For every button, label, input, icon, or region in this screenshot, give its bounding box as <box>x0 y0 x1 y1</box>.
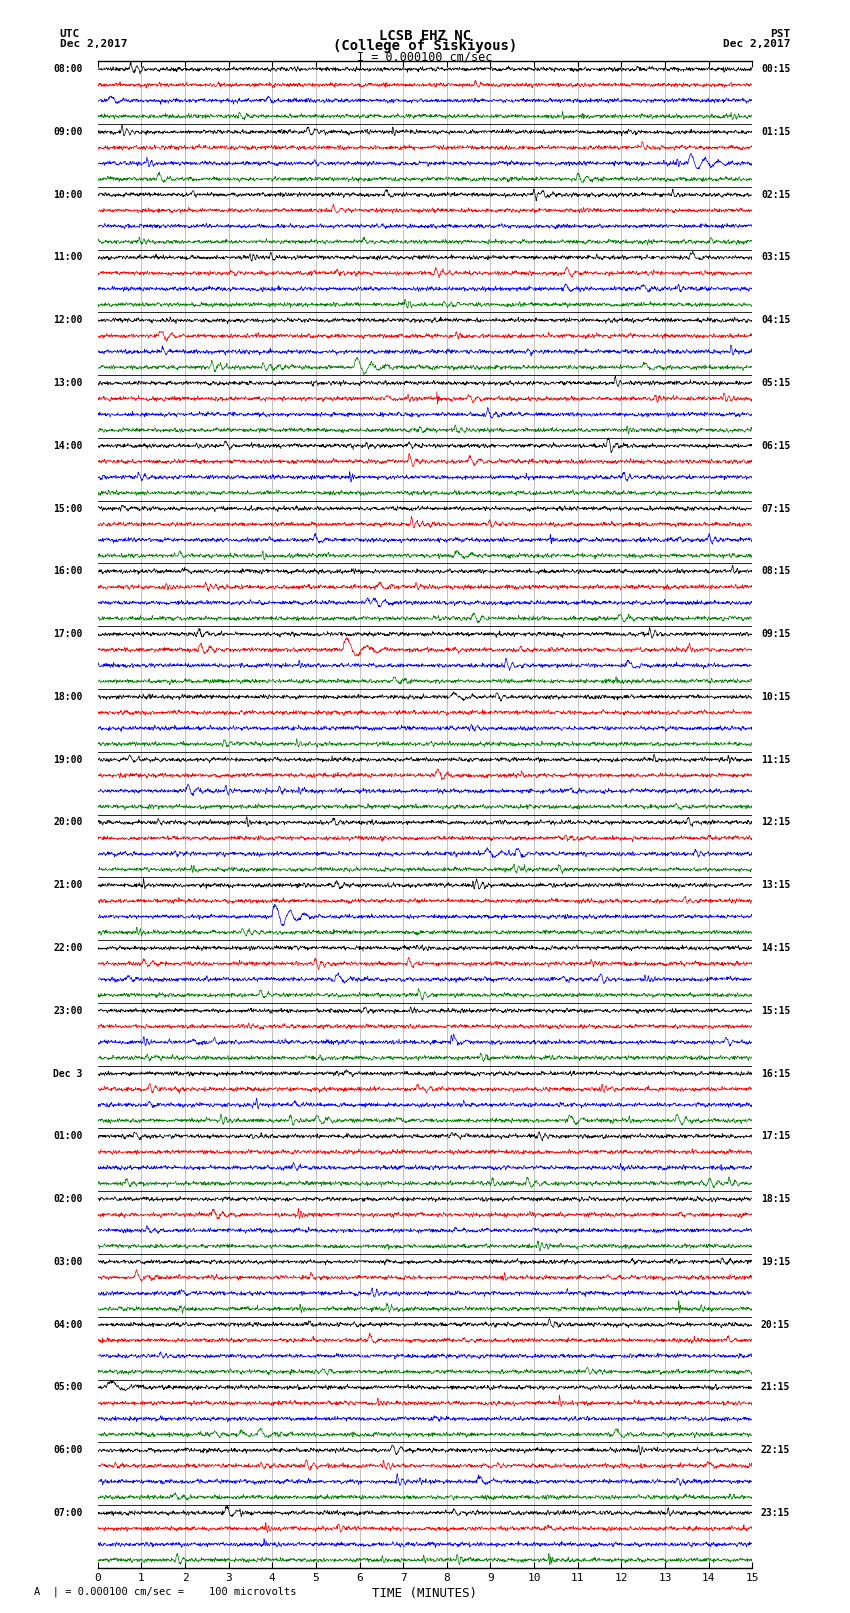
Text: 18:15: 18:15 <box>761 1194 790 1203</box>
Text: 11:15: 11:15 <box>761 755 790 765</box>
Text: 17:15: 17:15 <box>761 1131 790 1142</box>
Text: 05:00: 05:00 <box>53 1382 82 1392</box>
Text: 01:00: 01:00 <box>53 1131 82 1142</box>
Text: 10:15: 10:15 <box>761 692 790 702</box>
Text: Dec 3: Dec 3 <box>53 1068 82 1079</box>
Text: 03:15: 03:15 <box>761 253 790 263</box>
Text: 15:00: 15:00 <box>53 503 82 513</box>
Text: 08:15: 08:15 <box>761 566 790 576</box>
Text: 16:00: 16:00 <box>53 566 82 576</box>
Text: Dec 2,2017: Dec 2,2017 <box>723 39 791 48</box>
Text: (College of Siskiyous): (College of Siskiyous) <box>333 39 517 53</box>
Text: 06:15: 06:15 <box>761 440 790 450</box>
Text: PST: PST <box>770 29 790 39</box>
Text: 12:00: 12:00 <box>53 315 82 326</box>
Text: Dec 2,2017: Dec 2,2017 <box>60 39 127 48</box>
Text: UTC: UTC <box>60 29 80 39</box>
Text: 22:00: 22:00 <box>53 944 82 953</box>
Text: 13:15: 13:15 <box>761 881 790 890</box>
Text: 12:15: 12:15 <box>761 818 790 827</box>
Text: 01:15: 01:15 <box>761 127 790 137</box>
X-axis label: TIME (MINUTES): TIME (MINUTES) <box>372 1587 478 1600</box>
Text: 13:00: 13:00 <box>53 377 82 389</box>
Text: 04:15: 04:15 <box>761 315 790 326</box>
Text: 20:15: 20:15 <box>761 1319 790 1329</box>
Text: 10:00: 10:00 <box>53 190 82 200</box>
Text: 11:00: 11:00 <box>53 253 82 263</box>
Text: 03:00: 03:00 <box>53 1257 82 1266</box>
Text: 17:00: 17:00 <box>53 629 82 639</box>
Text: 05:15: 05:15 <box>761 377 790 389</box>
Text: 06:00: 06:00 <box>53 1445 82 1455</box>
Text: 04:00: 04:00 <box>53 1319 82 1329</box>
Text: 09:00: 09:00 <box>53 127 82 137</box>
Text: 19:15: 19:15 <box>761 1257 790 1266</box>
Text: A  | = 0.000100 cm/sec =    100 microvolts: A | = 0.000100 cm/sec = 100 microvolts <box>34 1586 297 1597</box>
Text: 07:15: 07:15 <box>761 503 790 513</box>
Text: 08:00: 08:00 <box>53 65 82 74</box>
Text: 19:00: 19:00 <box>53 755 82 765</box>
Text: 00:15: 00:15 <box>761 65 790 74</box>
Text: 14:15: 14:15 <box>761 944 790 953</box>
Text: 20:00: 20:00 <box>53 818 82 827</box>
Text: 18:00: 18:00 <box>53 692 82 702</box>
Text: 23:15: 23:15 <box>761 1508 790 1518</box>
Text: 02:15: 02:15 <box>761 190 790 200</box>
Text: 14:00: 14:00 <box>53 440 82 450</box>
Text: 22:15: 22:15 <box>761 1445 790 1455</box>
Text: LCSB EHZ NC: LCSB EHZ NC <box>379 29 471 44</box>
Text: 21:00: 21:00 <box>53 881 82 890</box>
Text: 16:15: 16:15 <box>761 1068 790 1079</box>
Text: 23:00: 23:00 <box>53 1007 82 1016</box>
Text: I = 0.000100 cm/sec: I = 0.000100 cm/sec <box>357 50 493 63</box>
Text: 09:15: 09:15 <box>761 629 790 639</box>
Text: 02:00: 02:00 <box>53 1194 82 1203</box>
Text: 07:00: 07:00 <box>53 1508 82 1518</box>
Text: 21:15: 21:15 <box>761 1382 790 1392</box>
Text: 15:15: 15:15 <box>761 1007 790 1016</box>
